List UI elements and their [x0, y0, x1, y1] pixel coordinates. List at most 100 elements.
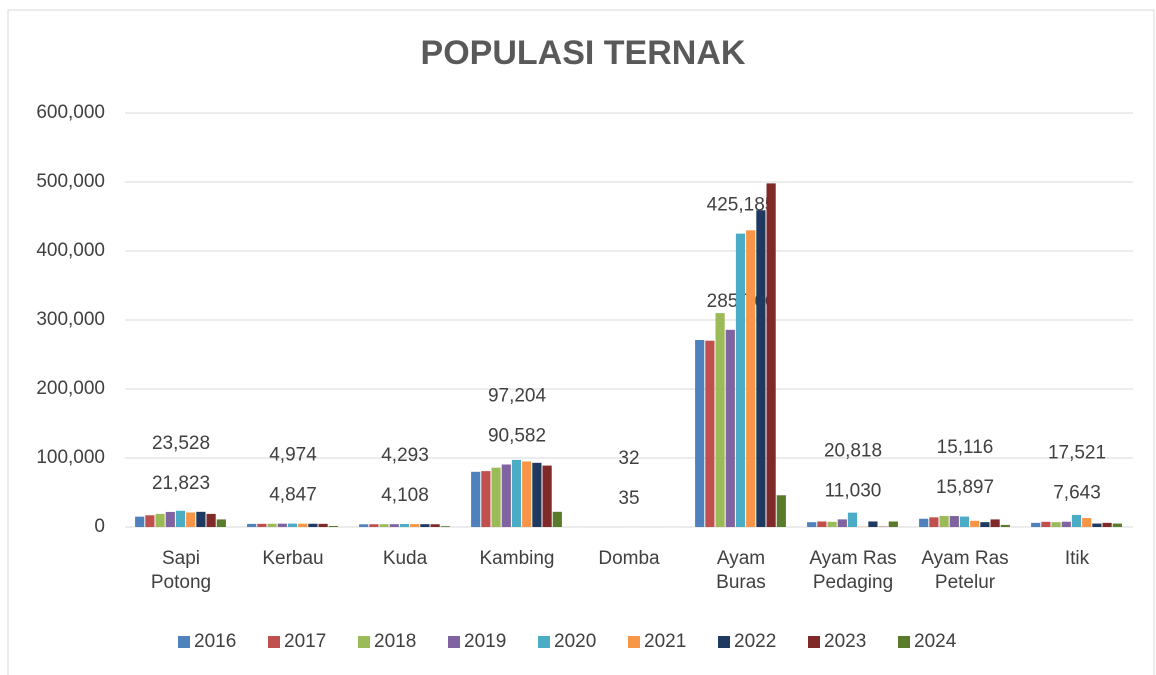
x-tick-label: Ayam Buras — [716, 548, 766, 593]
legend-swatch — [808, 636, 820, 648]
bar — [939, 515, 949, 527]
bar — [389, 524, 399, 527]
bar — [970, 520, 980, 527]
data-label: 4,847 — [269, 485, 317, 506]
legend-swatch — [178, 636, 190, 648]
bar — [247, 523, 257, 527]
x-tick-label: Kambing — [479, 548, 555, 569]
bar — [552, 511, 562, 527]
bar — [196, 511, 206, 527]
x-tick-label: Ayam Ras Pedaging — [809, 548, 897, 593]
y-tick-label: 0 — [94, 516, 105, 537]
bar — [155, 513, 165, 527]
legend-swatch — [268, 636, 280, 648]
bar — [959, 516, 970, 527]
bar — [298, 523, 308, 527]
bar — [980, 522, 990, 527]
bar — [328, 525, 338, 527]
legend-label: 2016 — [194, 631, 236, 652]
y-tick-label: 500,000 — [36, 171, 105, 192]
y-tick-label: 200,000 — [36, 378, 105, 399]
chart-title: POPULASI TERNAK — [421, 34, 746, 72]
bar — [135, 516, 145, 527]
x-tick-label: Ayam Ras Petelur — [921, 548, 1009, 593]
bar — [175, 510, 186, 527]
bar — [399, 524, 410, 527]
bar — [420, 524, 430, 527]
bar — [1041, 521, 1051, 527]
bar — [267, 523, 277, 527]
bar — [807, 522, 817, 527]
bar — [359, 524, 369, 527]
bar — [287, 523, 298, 527]
bar — [1051, 522, 1061, 527]
bar — [1082, 518, 1092, 527]
y-tick-label: 100,000 — [36, 447, 105, 468]
legend-swatch — [718, 636, 730, 648]
bar — [817, 521, 827, 527]
bar — [725, 329, 735, 527]
data-label: 7,643 — [1053, 483, 1101, 504]
bar — [990, 519, 1000, 527]
data-label: 32 — [618, 448, 639, 469]
bar — [318, 523, 328, 527]
bar — [888, 521, 898, 527]
bar — [379, 524, 389, 527]
data-label: 23,528 — [152, 433, 210, 454]
x-tick-label: Sapi Potong — [150, 548, 212, 593]
bar — [746, 230, 756, 528]
x-tick-label: Kerbau — [262, 548, 324, 569]
bar — [410, 524, 420, 527]
bar — [145, 515, 155, 527]
legend-swatch — [898, 636, 910, 648]
bar — [1000, 524, 1010, 527]
legend-label: 2024 — [914, 631, 957, 652]
legend-label: 2019 — [464, 631, 506, 652]
legend-label: 2017 — [284, 631, 326, 652]
bar — [216, 519, 226, 527]
bar — [705, 340, 715, 527]
data-label: 97,204 — [488, 386, 547, 407]
chart-frame — [7, 9, 1155, 675]
x-tick-label: Kuda — [382, 548, 428, 569]
bar — [186, 512, 196, 527]
bar — [847, 512, 858, 527]
bar — [165, 511, 175, 527]
bar — [766, 183, 776, 527]
legend-swatch — [628, 636, 640, 648]
data-label: 15,897 — [936, 477, 994, 498]
data-label: 4,974 — [269, 445, 317, 466]
legend-swatch — [358, 636, 370, 648]
y-tick-label: 300,000 — [36, 309, 105, 330]
bar — [481, 471, 491, 527]
data-label: 21,823 — [152, 473, 210, 494]
legend-label: 2023 — [824, 631, 866, 652]
bar — [277, 523, 287, 527]
bar — [837, 519, 847, 527]
bar — [1102, 522, 1112, 527]
x-tick-label: Itik — [1064, 548, 1090, 569]
bar — [206, 513, 216, 527]
bar — [369, 524, 379, 527]
bar — [532, 462, 542, 527]
data-label: 15,116 — [937, 437, 994, 458]
data-label: 90,582 — [488, 426, 546, 447]
bar — [827, 521, 837, 527]
legend-label: 2018 — [374, 631, 416, 652]
bar — [776, 495, 786, 527]
bar — [1031, 522, 1041, 527]
data-label: 20,818 — [824, 440, 882, 461]
bar — [501, 464, 511, 527]
x-tick-label: Domba — [598, 548, 660, 569]
bar — [1112, 523, 1122, 527]
bar — [949, 516, 959, 527]
bar — [1092, 523, 1102, 527]
bar — [542, 465, 552, 527]
data-label: 17,521 — [1048, 443, 1106, 464]
bar — [695, 340, 705, 527]
data-label: 11,030 — [825, 480, 882, 501]
legend-label: 2021 — [644, 631, 686, 652]
bar — [735, 233, 746, 527]
data-label: 4,108 — [381, 485, 429, 506]
